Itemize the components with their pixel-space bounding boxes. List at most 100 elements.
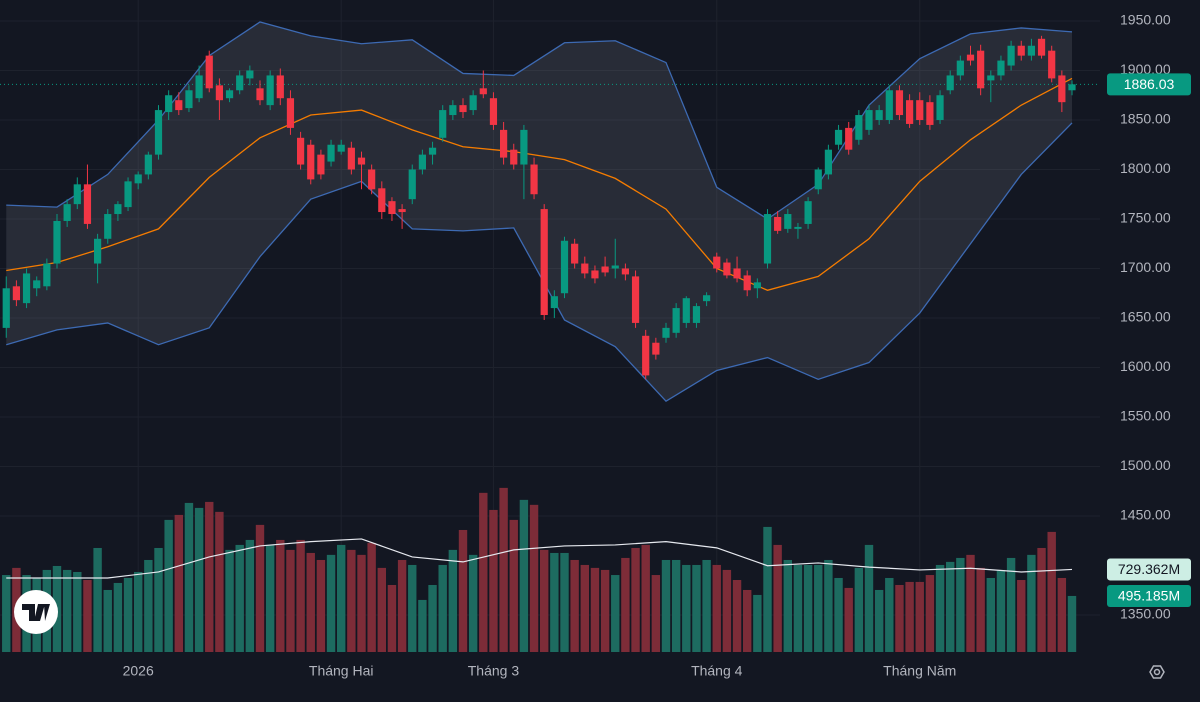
candle-body [804, 201, 812, 224]
volume-bar [580, 564, 589, 652]
volume-ma-label: 729.362M [1118, 561, 1180, 577]
candle-body [63, 204, 71, 221]
volume-bar [783, 559, 792, 652]
y-tick-label: 1700.00 [1120, 259, 1171, 275]
volume-bar [326, 554, 336, 652]
volume-bar [215, 511, 224, 652]
volume-bar [286, 549, 295, 652]
volume-bar [387, 584, 397, 652]
candle-body [703, 295, 711, 302]
volume-bar [935, 564, 945, 652]
candle-body [53, 220, 61, 264]
volume-bar [763, 526, 772, 652]
candle-body [855, 115, 863, 140]
volume-bar [1017, 580, 1026, 652]
x-tick-label: Tháng 4 [691, 663, 743, 679]
middle-band [6, 77, 1073, 291]
candle-body [1007, 45, 1015, 66]
candle-body [611, 265, 619, 269]
volume-bar [468, 554, 478, 652]
volume-bar [1067, 595, 1077, 652]
volume-bar [743, 589, 752, 652]
volume-bar [793, 564, 803, 652]
logo-bg[interactable] [14, 590, 58, 634]
candle-body [317, 154, 325, 175]
volume-bar [641, 544, 650, 652]
candle-body [977, 50, 985, 89]
volume-bar [408, 564, 417, 652]
candle-body [479, 88, 487, 95]
candle-body [256, 88, 264, 101]
tradingview-logo[interactable] [14, 590, 58, 634]
x-tick-label: 2026 [123, 663, 154, 679]
candle-body [134, 174, 142, 184]
candle-body [225, 90, 234, 99]
candle-body [43, 263, 51, 287]
volume-bar [134, 571, 143, 652]
candle-body [195, 75, 203, 99]
volume-bar [62, 569, 72, 652]
volume-bar [600, 569, 610, 652]
volume-bar [418, 599, 427, 652]
candle-body [2, 288, 10, 328]
candle-body [175, 100, 183, 111]
candle-body [550, 296, 558, 309]
candle-body [906, 100, 914, 124]
candle-body [672, 308, 680, 333]
candle-body [1037, 38, 1046, 56]
settings-button[interactable] [1149, 665, 1165, 679]
candle-body [428, 147, 437, 155]
volume-bar [570, 559, 579, 652]
volume-bar [164, 519, 173, 652]
candle-body [307, 144, 315, 180]
candle-body [418, 154, 426, 170]
candle-body [368, 169, 376, 190]
volume-bar [560, 552, 569, 652]
volume-bar [123, 577, 133, 652]
y-tick-label: 1600.00 [1120, 358, 1171, 374]
candle-body [997, 60, 1005, 76]
volume-bar [519, 499, 529, 652]
candle-body [73, 184, 81, 205]
volume-bar [692, 564, 701, 652]
candle-body [94, 238, 102, 264]
volume-bar [397, 559, 407, 652]
candle-body [865, 110, 873, 130]
candle-body [774, 217, 782, 231]
volume-bar [245, 539, 255, 652]
candle-body [286, 98, 295, 128]
logo-mark [22, 604, 50, 621]
candle-body [581, 263, 589, 274]
candle-body [489, 98, 498, 125]
candle-body [1017, 45, 1025, 56]
settings-hex[interactable] [1149, 665, 1165, 679]
candle-body [165, 95, 173, 113]
candle-body [946, 75, 954, 91]
volume-last-label-box [1107, 584, 1191, 607]
volume-bar [712, 564, 721, 652]
volume-bar [1027, 554, 1036, 652]
candle-body [571, 243, 579, 264]
y-tick-label: 1800.00 [1120, 160, 1171, 176]
candle-body [794, 226, 802, 229]
volume-bar [347, 549, 356, 652]
candle-body [266, 75, 274, 106]
volume-bar [803, 564, 813, 652]
candle-body [408, 169, 416, 200]
candle-body [337, 144, 345, 152]
candle-body [500, 129, 508, 158]
volume-bar [661, 559, 671, 652]
candle-body [1048, 50, 1056, 79]
volume-bar [306, 552, 315, 652]
y-tick-label: 1500.00 [1120, 457, 1171, 473]
y-tick-label: 1750.00 [1120, 210, 1171, 226]
candle-body [784, 214, 792, 229]
volume-bar [682, 564, 691, 652]
volume-bar [895, 584, 904, 652]
volume-bar [925, 575, 935, 652]
candle-body [875, 110, 883, 120]
volume-bar [611, 575, 620, 652]
volume-bar [986, 577, 995, 652]
candle-body [1058, 75, 1066, 103]
settings-dot [1153, 668, 1161, 676]
